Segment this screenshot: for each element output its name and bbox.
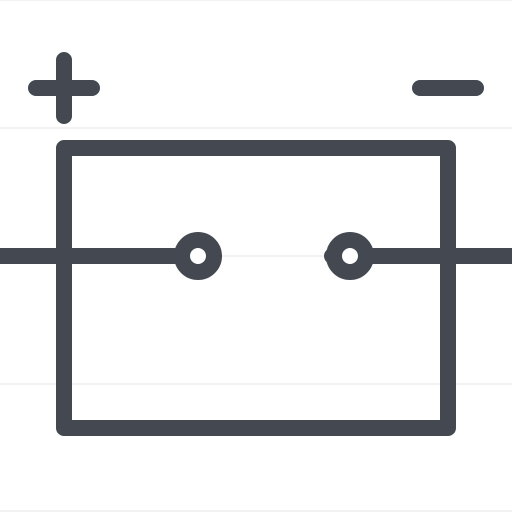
- battery-icon: [0, 0, 512, 512]
